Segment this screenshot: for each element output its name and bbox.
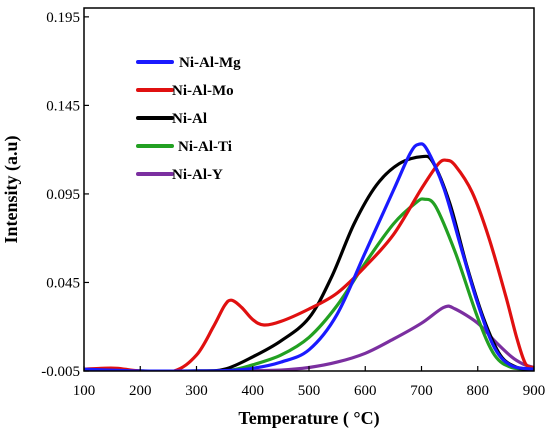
legend-label: Ni-Al-Mg [179, 55, 241, 71]
legend-label: Ni-Al-Mo [172, 83, 234, 99]
legend: Ni-Al-Mg Ni-Al-Mo Ni-Al Ni-Al-Ti Ni-Al-Y [136, 55, 241, 183]
y-tick-label: 0.045 [46, 275, 80, 291]
x-tick-label: 300 [185, 383, 208, 399]
x-axis-title: Temperature ( °C) [238, 408, 379, 429]
series-layer [84, 142, 534, 371]
ticks-layer: 100 200 300 400 500 600 700 800 900 -0.005 0.045 0.… [41, 10, 545, 399]
y-tick-label: 0.095 [46, 187, 80, 203]
legend-label: Ni-Al-Ti [178, 139, 232, 155]
series-line-ni-al-ti [84, 197, 534, 371]
x-tick-label: 100 [73, 383, 96, 399]
y-tick-label: 0.195 [46, 10, 80, 26]
legend-label: Ni-Al [172, 111, 207, 127]
x-tick-label: 800 [467, 383, 490, 399]
x-tick-label: 600 [354, 383, 377, 399]
y-tick-label: 0.145 [46, 98, 80, 114]
x-tick-label: 900 [523, 383, 546, 399]
x-tick-label: 200 [129, 383, 152, 399]
x-tick-label: 500 [298, 383, 321, 399]
y-axis-title: Intensity (a.u) [1, 135, 22, 243]
x-tick-label: 700 [410, 383, 433, 399]
y-tick-label: -0.005 [41, 364, 80, 380]
x-tick-label: 400 [242, 383, 265, 399]
legend-label: Ni-Al-Y [172, 167, 223, 183]
series-line-ni-al-mo [84, 158, 534, 371]
